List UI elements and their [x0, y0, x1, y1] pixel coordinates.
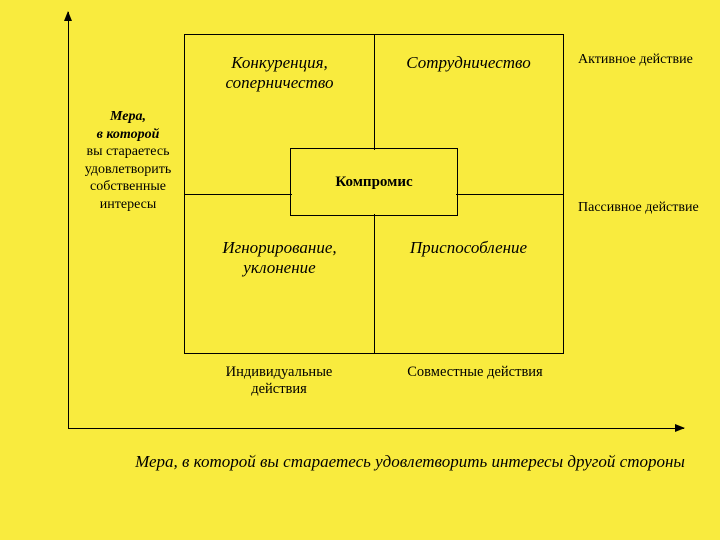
label-joint-actions: Совместные действия	[390, 364, 560, 381]
x-axis	[68, 428, 684, 429]
diagram-stage: Конкуренция, соперничество Сотрудничеств…	[0, 0, 720, 540]
label-passive-action: Пассивное действие	[578, 200, 699, 217]
y-axis	[68, 12, 69, 428]
label-active-action: Активное действие	[578, 52, 693, 69]
compromise-label: Компромис	[335, 174, 412, 191]
x-axis-caption: Мера, в которой вы стараетесь удовлетвор…	[120, 452, 700, 472]
y-axis-label-rest: вы стараетесь удовлетворить собственные …	[85, 144, 172, 212]
cell-compromise: Компромис	[290, 148, 458, 216]
label-individual-actions: Индивидуальные действия	[204, 364, 354, 399]
cell-avoidance: Игнорирование, уклонение	[185, 194, 374, 353]
y-axis-label: Мера,в которой вы стараетесь удовлетвори…	[76, 108, 180, 213]
cell-accommodation: Приспособление	[374, 194, 563, 353]
y-axis-label-bold: Мера,в которой	[97, 109, 160, 142]
